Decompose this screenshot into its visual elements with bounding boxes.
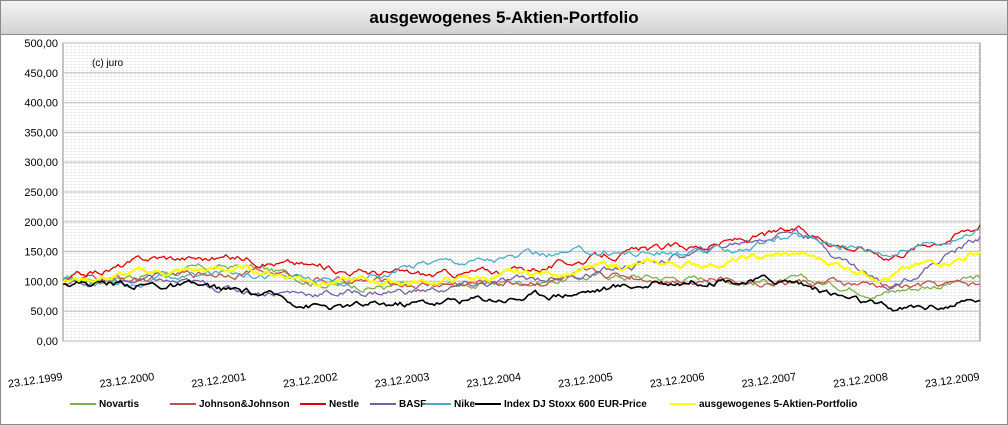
x-tick-label: 23.12.2004 [466, 371, 522, 391]
legend-label: Nestle [329, 399, 360, 410]
legend-item: ausgewogenes 5-Aktien-Portfolio [670, 396, 857, 414]
x-tick-label: 23.12.2009 [924, 371, 980, 391]
y-tick-label: 450,00 [24, 68, 58, 80]
y-tick-label: 350,00 [24, 127, 58, 139]
y-tick-label: 400,00 [24, 98, 58, 110]
series-line-6 [62, 250, 981, 288]
legend-label: Nike [454, 399, 476, 410]
x-tick-label: 23.12.1999 [7, 371, 63, 391]
title-bar: ausgewogenes 5-Aktien-Portfolio [1, 1, 1007, 35]
series-line-4 [62, 227, 981, 289]
legend-swatch [475, 403, 501, 406]
x-tick-label: 23.12.2003 [374, 371, 430, 391]
legend: Novartis Johnson&Johnson Nestle BASF Nike Ind… [70, 396, 970, 414]
legend-item: BASF [370, 396, 426, 414]
legend-item: Index DJ Stoxx 600 EUR-Price [475, 396, 647, 414]
x-tick-label: 23.12.2001 [191, 371, 247, 391]
x-tick-label: 23.12.2005 [557, 371, 613, 391]
series-line-2 [62, 224, 981, 283]
y-tick-label: 50,00 [30, 306, 58, 318]
chart-title: ausgewogenes 5-Aktien-Portfolio [369, 8, 639, 27]
y-tick-label: 150,00 [24, 247, 58, 259]
legend-label: Novartis [99, 399, 140, 410]
legend-label: Johnson&Johnson [199, 399, 290, 410]
series-lines [62, 224, 981, 312]
legend-item: Johnson&Johnson [170, 396, 290, 414]
y-tick-label: 200,00 [24, 217, 58, 229]
copyright-annotation: (c) juro [92, 58, 124, 69]
legend-item: Novartis [70, 396, 139, 414]
y-axis-tick-labels: 0,00 50,00 100,00 150,00 200,00 250,00 300,00 3… [24, 38, 58, 348]
series-line-1 [63, 266, 980, 290]
x-tick-label: 23.12.2007 [741, 371, 797, 391]
x-tick-label: 23.12.2006 [649, 371, 705, 391]
legend-swatch [370, 403, 396, 406]
x-tick-label: 23.12.2008 [833, 371, 889, 391]
legend-item: Nestle [300, 396, 359, 414]
y-tick-label: 100,00 [24, 276, 58, 288]
x-axis-tick-labels: 23.12.1999 23.12.2000 23.12.2001 23.12.2002… [7, 371, 980, 391]
legend-label: BASF [399, 399, 427, 410]
legend-swatch [70, 403, 96, 406]
x-tick-label: 23.12.2002 [282, 371, 338, 391]
legend-swatch [170, 403, 196, 406]
series-line-5 [63, 274, 981, 312]
y-tick-label: 300,00 [24, 157, 58, 169]
x-tick-label: 23.12.2000 [99, 371, 155, 391]
series-line-3 [62, 228, 981, 298]
legend-swatch [300, 403, 326, 406]
legend-swatch [425, 403, 451, 406]
y-tick-label: 0,00 [37, 336, 58, 348]
legend-label: ausgewogenes 5-Aktien-Portfolio [699, 399, 858, 410]
legend-item: Nike [425, 396, 475, 414]
y-tick-label: 250,00 [24, 187, 58, 199]
legend-swatch [670, 403, 696, 406]
y-tick-label: 500,00 [24, 38, 58, 50]
legend-label: Index DJ Stoxx 600 EUR-Price [504, 399, 647, 410]
